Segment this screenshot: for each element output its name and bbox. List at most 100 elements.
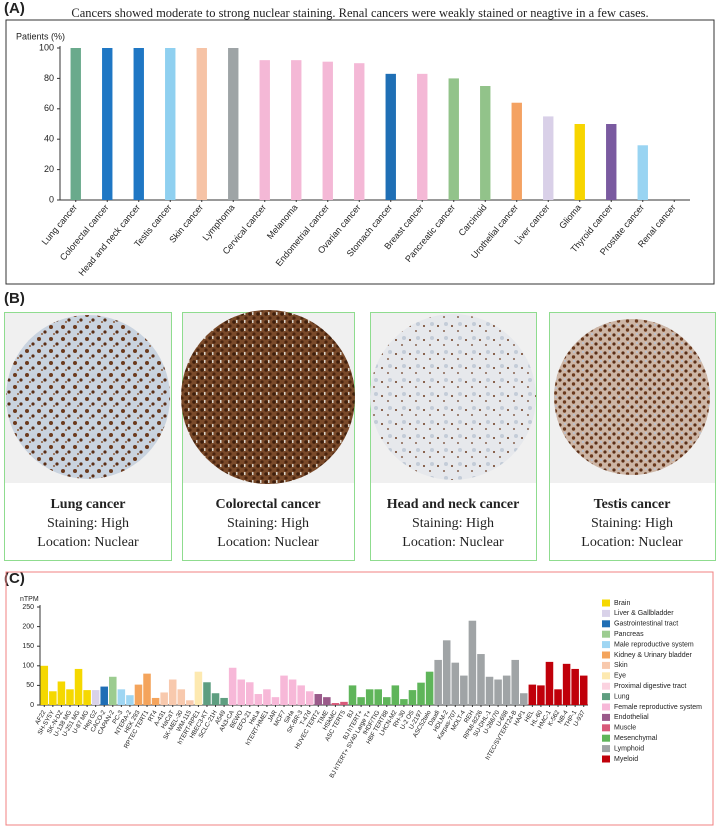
bar <box>365 689 374 705</box>
bar <box>57 681 66 705</box>
y-tick-label: 100 <box>39 42 54 52</box>
bar <box>305 691 314 705</box>
bar <box>194 671 203 705</box>
bar <box>537 685 545 705</box>
chart-title: Cancers showed moderate to strong nuclea… <box>71 6 648 20</box>
y-tick-label: 0 <box>49 194 54 204</box>
legend-label: Muscle <box>614 725 636 732</box>
legend-label: Lymphoid <box>614 745 644 752</box>
panel-label: (B) <box>4 290 25 307</box>
bar <box>40 665 49 705</box>
bar <box>133 48 144 200</box>
bar <box>425 671 434 705</box>
x-tick-label: BJ <box>346 709 356 719</box>
case-staining: Staining: High <box>412 516 494 531</box>
bar <box>254 694 263 705</box>
bar <box>606 124 617 200</box>
bar <box>494 679 502 705</box>
legend-swatch <box>602 713 610 721</box>
bar <box>168 679 177 705</box>
bar <box>579 675 588 705</box>
x-tick-label: Carcinoid <box>456 202 488 238</box>
case-staining: Staining: High <box>47 516 129 531</box>
case-card: Lung cancer Staining: High Location: Nuc… <box>4 312 172 561</box>
legend-swatch <box>602 724 610 732</box>
bar <box>637 145 648 200</box>
bar <box>520 693 528 705</box>
bar <box>91 690 100 705</box>
bar <box>186 700 194 705</box>
y-tick-label: 60 <box>44 103 54 113</box>
case-location: Location: Nuclear <box>581 535 683 550</box>
legend-label: Kidney & Urinary bladder <box>614 652 692 659</box>
case-card: Testis cancer Staining: High Location: N… <box>549 312 716 561</box>
bar <box>528 684 537 705</box>
case-card: Colorectal cancer Staining: High Locatio… <box>181 310 355 561</box>
bar <box>100 686 108 705</box>
legend-label: Male reproductive system <box>614 641 694 648</box>
bar <box>562 663 571 705</box>
bar <box>211 693 220 705</box>
bar <box>271 697 280 705</box>
legend-label: Mesenchymal <box>614 735 658 742</box>
bar <box>468 620 477 705</box>
case-name: Colorectal cancer <box>215 497 320 512</box>
panel-label: (A) <box>4 0 25 17</box>
legend-label: Eye <box>614 673 626 680</box>
panel-label: (C) <box>4 570 25 587</box>
tissue-image <box>181 310 355 484</box>
legend-swatch <box>602 703 610 711</box>
bar <box>417 682 425 705</box>
bar <box>151 697 160 705</box>
y-tick-label: 0 <box>30 702 34 709</box>
bar <box>160 692 168 705</box>
panel-frame <box>5 571 714 826</box>
bar <box>196 48 207 200</box>
bar <box>385 73 396 200</box>
legend-label: Brain <box>614 600 630 607</box>
bar <box>49 691 57 705</box>
bar <box>126 695 134 705</box>
case-name: Lung cancer <box>50 497 125 512</box>
y-axis-label: nTPM <box>20 596 39 603</box>
legend-swatch <box>602 599 610 607</box>
bar <box>280 675 288 705</box>
bar <box>348 685 357 705</box>
y-tick-label: 200 <box>22 623 34 630</box>
legend-swatch <box>602 693 610 701</box>
y-axis-label: Patients (%) <box>16 31 65 41</box>
bar <box>511 659 519 705</box>
bar <box>511 102 522 200</box>
bar <box>291 60 302 200</box>
case-location: Location: Nuclear <box>217 535 319 550</box>
bar <box>417 73 428 200</box>
legend-swatch <box>602 661 610 669</box>
legend-swatch <box>602 609 610 617</box>
legend-label: Female reproductive system <box>614 704 702 711</box>
bar <box>391 685 400 705</box>
bar <box>543 116 554 200</box>
bar <box>354 63 365 201</box>
bar <box>259 60 270 200</box>
legend-label: Proximal digestive tract <box>614 683 686 690</box>
bar <box>322 61 333 201</box>
bar <box>340 701 348 705</box>
legend-swatch <box>602 755 610 763</box>
y-tick-label: 250 <box>22 604 34 611</box>
bar <box>288 679 297 705</box>
bar <box>297 685 305 705</box>
case-location: Location: Nuclear <box>402 535 504 550</box>
x-tick-label: Head and neck cancer <box>77 202 143 277</box>
bar <box>434 659 442 705</box>
legend-swatch <box>602 651 610 659</box>
bar <box>263 689 271 705</box>
bar <box>117 689 126 705</box>
legend-label: Endothelial <box>614 714 649 721</box>
legend-swatch <box>602 682 610 690</box>
legend-label: Gastrointestinal tract <box>614 621 678 628</box>
bar <box>109 676 117 705</box>
legend-label: Myeloid <box>614 756 638 763</box>
bar <box>480 86 491 200</box>
tissue-image <box>370 314 536 480</box>
case-staining: Staining: High <box>227 516 309 531</box>
